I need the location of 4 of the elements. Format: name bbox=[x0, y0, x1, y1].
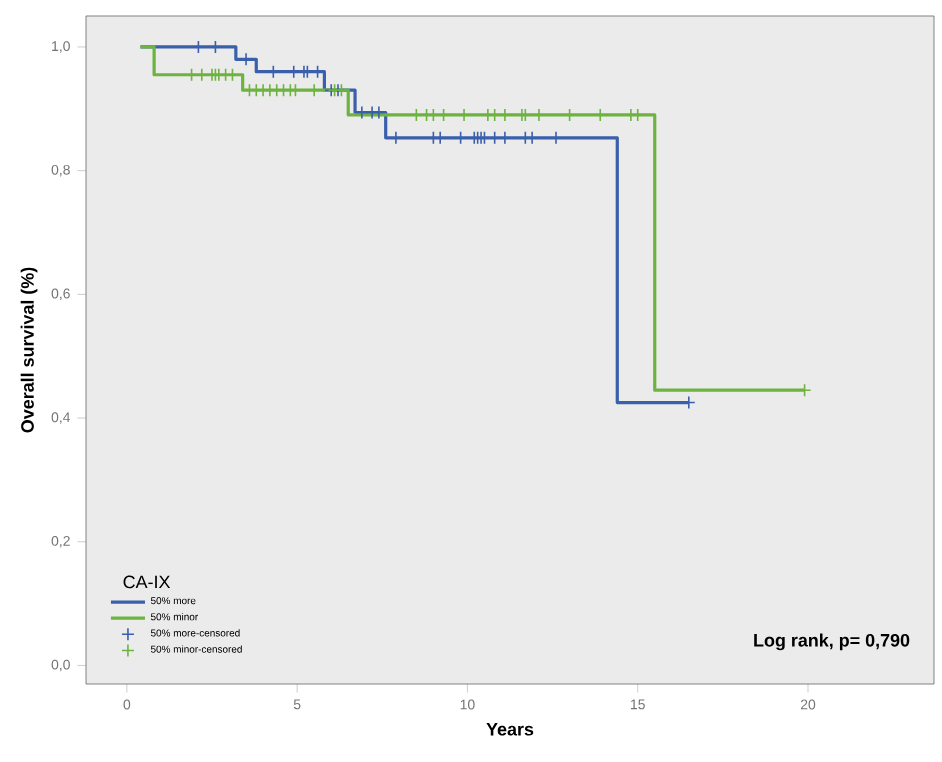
x-axis-title: Years bbox=[486, 723, 534, 736]
legend-title: CA-IX bbox=[123, 575, 171, 589]
annotation: Log rank, p= 0,790 bbox=[754, 633, 910, 651]
y-axis-title: Overall survival (%) bbox=[20, 267, 38, 433]
